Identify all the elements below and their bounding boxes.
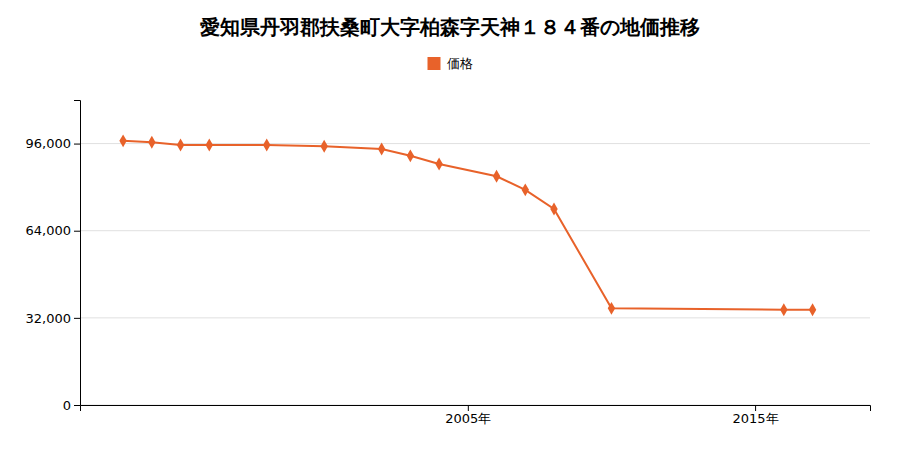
axis-line	[74, 101, 81, 406]
tick-mark	[74, 405, 80, 406]
tick: 96,000	[26, 136, 81, 151]
marker	[177, 138, 184, 151]
grid-line	[80, 230, 870, 231]
marker	[378, 143, 385, 156]
axis-line	[81, 406, 871, 412]
marker	[263, 138, 270, 151]
legend-item: 価格	[428, 56, 473, 71]
x-axis: 2005年 2015年	[81, 405, 871, 426]
marker	[608, 302, 615, 315]
legend-swatch	[428, 57, 441, 70]
plot-area	[119, 134, 816, 316]
legend-label: 価格	[447, 56, 473, 71]
marker	[435, 158, 442, 171]
marker	[119, 134, 126, 147]
grid	[80, 144, 870, 405]
grid-line	[80, 143, 870, 144]
tick: 2015年	[733, 405, 779, 426]
marker	[148, 136, 155, 149]
tick: 2005年	[445, 405, 491, 426]
marker	[320, 140, 327, 153]
tick-mark	[74, 318, 80, 319]
line	[123, 141, 812, 310]
legend: 価格	[428, 56, 473, 71]
grid-line	[80, 317, 870, 318]
marker	[550, 202, 557, 215]
marker	[522, 183, 529, 196]
tick-label: 2005年	[445, 411, 491, 426]
tick-label: 32,000	[26, 311, 72, 326]
tick-mark	[74, 144, 80, 145]
marker	[206, 138, 213, 151]
marker	[407, 149, 414, 162]
tick: 64,000	[26, 223, 81, 238]
tick-mark	[468, 405, 469, 411]
tick-label: 2015年	[733, 411, 779, 426]
tick-label: 0	[63, 398, 71, 413]
chart: 愛知県丹羽郡扶桑町大字柏森字天神１８４番の地価推移価格 2005年 2015年 0 32…	[0, 0, 900, 450]
tick-label: 64,000	[26, 223, 72, 238]
tick: 32,000	[26, 311, 81, 326]
y-axis: 0 32,000 64,000 96,000	[26, 101, 81, 413]
marker	[809, 303, 816, 316]
marker	[493, 170, 500, 183]
title: 愛知県丹羽郡扶桑町大字柏森字天神１８４番の地価推移	[200, 15, 700, 39]
tick-mark	[74, 231, 80, 232]
tick-label: 96,000	[26, 136, 72, 151]
tick-mark	[755, 405, 756, 411]
tick: 0	[63, 398, 80, 413]
marker	[780, 303, 787, 316]
